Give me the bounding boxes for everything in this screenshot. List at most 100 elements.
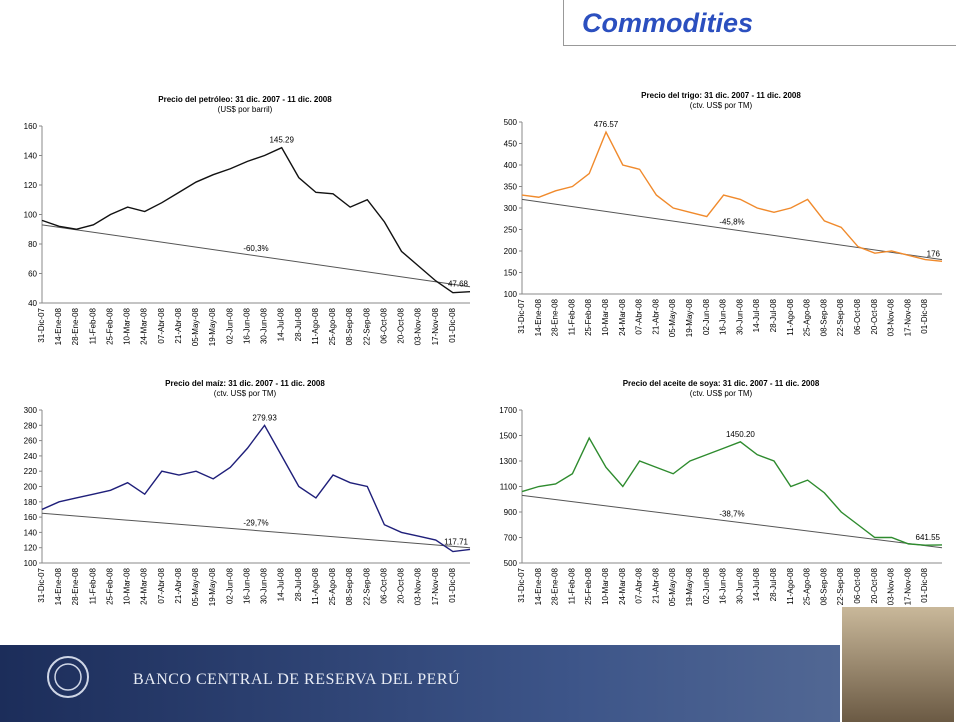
x-tick-label: 24-Mar-08: [618, 567, 627, 604]
chart: Precio del petróleo: 31 dic. 2007 - 11 d…: [24, 95, 471, 346]
x-tick-label: 28-Ene-08: [71, 567, 80, 605]
x-tick-label: 10-Mar-08: [601, 567, 610, 604]
x-tick-label: 02-Jun-08: [702, 298, 711, 335]
x-tick-label: 07-Abr-08: [635, 298, 644, 334]
institution: BANCO CENTRAL DE RESERVA DEL PERÚ: [133, 671, 461, 688]
y-tick-label: 140: [24, 152, 38, 161]
x-tick-label: 25-Ago-08: [328, 307, 337, 345]
y-tick-label: 260: [24, 437, 38, 446]
y-tick-label: 160: [24, 122, 38, 131]
x-tick-label: 06-Oct-08: [853, 298, 862, 334]
x-tick-label: 01-Dic-08: [920, 567, 929, 602]
x-tick-label: 14-Jul-08: [752, 567, 761, 601]
slide-title: Commodities: [563, 0, 956, 46]
x-tick-label: 01-Dic-08: [448, 307, 457, 342]
x-tick-label: 21-Abr-08: [174, 307, 183, 343]
x-tick-label: 10-Mar-08: [123, 307, 132, 344]
trend-label: -45,8%: [719, 218, 744, 227]
x-tick-label: 25-Feb-08: [584, 298, 593, 335]
x-tick-label: 24-Mar-08: [618, 298, 627, 335]
x-tick-label: 08-Sep-08: [819, 567, 828, 605]
x-tick-label: 30-Jun-08: [735, 298, 744, 335]
y-tick-label: 450: [504, 140, 518, 149]
footer: BANCO CENTRAL DE RESERVA DEL PERÚ: [0, 605, 956, 722]
trend-line: [41, 224, 471, 288]
x-tick-label: 16-Jun-08: [719, 567, 728, 604]
y-tick-label: 500: [504, 559, 518, 568]
x-tick-label: 10-Mar-08: [601, 298, 610, 335]
x-tick-label: 11-Ago-08: [311, 307, 320, 344]
x-tick-label: 01-Dic-08: [448, 567, 457, 602]
y-tick-label: 160: [24, 513, 38, 522]
trend-label: -38,7%: [719, 510, 744, 519]
x-tick-label: 11-Feb-08: [567, 298, 576, 335]
x-tick-label: 20-Oct-08: [870, 567, 879, 603]
x-tick-label: 14-Ene-08: [534, 567, 543, 605]
y-tick-label: 300: [24, 406, 38, 415]
x-tick-label: 30-Jun-08: [735, 567, 744, 604]
x-tick-label: 31-Dic-07: [517, 567, 526, 602]
trend-label: -60,3%: [243, 244, 268, 253]
trend-line: [41, 512, 471, 549]
x-tick-label: 08-Sep-08: [819, 298, 828, 336]
x-tick-label: 17-Nov-08: [431, 307, 440, 345]
x-tick-label: 03-Nov-08: [414, 307, 423, 345]
y-tick-label: 1100: [500, 483, 518, 492]
x-tick-label: 08-Sep-08: [345, 567, 354, 605]
y-tick-label: 150: [504, 269, 518, 278]
price-line: [41, 146, 471, 294]
x-tick-label: 05-May-08: [668, 298, 677, 337]
chart-subtitle: (US$ por barril): [218, 105, 273, 114]
x-tick-label: 17-Nov-08: [903, 298, 912, 336]
x-tick-label: 19-May-08: [208, 567, 217, 606]
y-tick-label: 250: [504, 226, 518, 235]
x-tick-label: 22-Sep-08: [836, 298, 845, 336]
photo: [840, 605, 956, 722]
y-tick-label: 220: [24, 467, 38, 476]
x-tick-label: 06-Oct-08: [379, 307, 388, 343]
price-line: [41, 424, 471, 553]
y-tick-label: 200: [24, 483, 38, 492]
x-tick-label: 05-May-08: [191, 307, 200, 346]
price-line: [521, 436, 943, 546]
data-label: 641.55: [916, 533, 941, 542]
x-tick-label: 17-Nov-08: [431, 567, 440, 605]
data-label: 117.71: [444, 537, 468, 546]
chart-subtitle: (ctv. US$ por TM): [214, 389, 277, 398]
x-tick-label: 14-Jul-08: [277, 567, 286, 601]
x-tick-label: 14-Ene-08: [54, 567, 63, 605]
y-tick-label: 500: [504, 118, 518, 127]
x-tick-label: 22-Sep-08: [836, 567, 845, 605]
x-tick-label: 22-Sep-08: [362, 567, 371, 605]
chart-title: Precio del aceite de soya: 31 dic. 2007 …: [623, 379, 820, 388]
y-tick-label: 140: [24, 528, 38, 537]
y-tick-label: 350: [504, 183, 518, 192]
x-tick-label: 11-Ago-08: [786, 567, 795, 604]
y-tick-label: 100: [504, 290, 518, 299]
x-tick-label: 21-Abr-08: [174, 567, 183, 603]
x-tick-label: 22-Sep-08: [362, 307, 371, 345]
x-tick-label: 07-Abr-08: [157, 307, 166, 343]
x-tick-label: 19-May-08: [685, 298, 694, 337]
x-tick-label: 06-Oct-08: [379, 567, 388, 603]
y-tick-label: 100: [24, 559, 38, 568]
x-tick-label: 16-Jun-08: [242, 307, 251, 344]
x-tick-label: 24-Mar-08: [140, 567, 149, 604]
x-tick-label: 11-Feb-08: [88, 567, 97, 604]
x-tick-label: 03-Nov-08: [887, 567, 896, 605]
x-tick-label: 08-Sep-08: [345, 307, 354, 345]
x-tick-label: 11-Feb-08: [88, 307, 97, 344]
x-tick-label: 14-Jul-08: [277, 307, 286, 341]
x-tick-label: 25-Feb-08: [584, 567, 593, 604]
x-tick-label: 31-Dic-07: [37, 307, 46, 342]
x-tick-label: 21-Abr-08: [651, 567, 660, 603]
chart-subtitle: (ctv. US$ por TM): [690, 389, 753, 398]
y-tick-label: 400: [504, 161, 518, 170]
data-label: 176: [927, 249, 941, 258]
data-label: 476.57: [594, 120, 619, 129]
chart: Precio del aceite de soya: 31 dic. 2007 …: [499, 379, 943, 606]
data-label: 279.93: [252, 413, 277, 422]
trend-line: [521, 494, 943, 549]
y-tick-label: 280: [24, 421, 38, 430]
